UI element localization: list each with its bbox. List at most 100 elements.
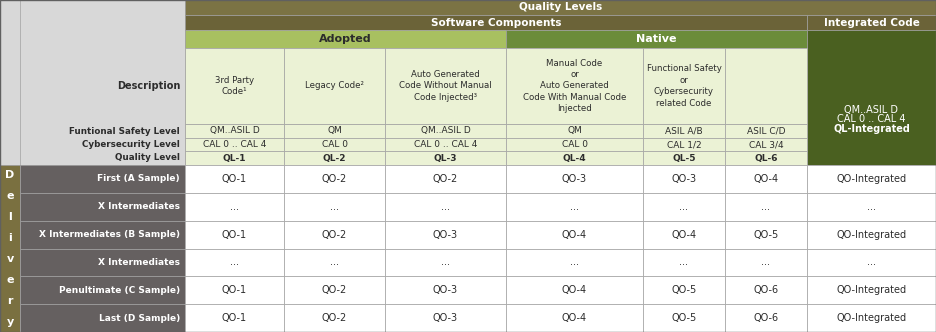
Text: QO-3: QO-3 — [562, 174, 587, 184]
Bar — [506, 151, 643, 165]
Text: QL-5: QL-5 — [672, 153, 695, 162]
Bar — [643, 276, 725, 304]
Text: QO-6: QO-6 — [753, 285, 779, 295]
Text: QO-4: QO-4 — [753, 174, 779, 184]
Text: 3rd Party
Code¹: 3rd Party Code¹ — [215, 76, 254, 96]
Text: QO-1: QO-1 — [222, 174, 247, 184]
Text: ASIL C/D: ASIL C/D — [747, 126, 785, 135]
Bar — [185, 48, 807, 124]
Text: QL-3: QL-3 — [433, 153, 458, 162]
Bar — [725, 304, 807, 332]
Bar — [284, 193, 385, 221]
Text: ...: ... — [230, 257, 239, 267]
Bar — [185, 138, 284, 151]
Text: QO-Integrated: QO-Integrated — [837, 230, 907, 240]
Bar — [385, 151, 506, 165]
Text: QM: QM — [327, 126, 342, 135]
Text: QO-4: QO-4 — [562, 285, 587, 295]
Bar — [0, 165, 20, 332]
Text: ...: ... — [330, 257, 339, 267]
Bar — [185, 48, 284, 124]
Text: QO-Integrated: QO-Integrated — [837, 174, 907, 184]
Text: QL-Integrated: QL-Integrated — [833, 124, 910, 133]
Bar — [185, 15, 807, 30]
Text: Quality Levels: Quality Levels — [519, 3, 602, 13]
Bar — [20, 304, 185, 332]
Bar — [385, 276, 506, 304]
Bar — [643, 221, 725, 248]
Text: ...: ... — [330, 202, 339, 212]
Bar — [725, 193, 807, 221]
Bar — [506, 304, 643, 332]
Bar — [284, 138, 385, 151]
Bar — [643, 304, 725, 332]
Text: QO-3: QO-3 — [433, 313, 458, 323]
Text: QM..ASIL D: QM..ASIL D — [844, 106, 899, 116]
Bar — [725, 124, 807, 138]
Text: e: e — [7, 275, 14, 285]
Bar — [725, 151, 807, 165]
Bar — [643, 248, 725, 276]
Bar — [807, 276, 936, 304]
Text: QO-1: QO-1 — [222, 313, 247, 323]
Bar — [643, 124, 725, 138]
Bar — [725, 221, 807, 248]
Text: QO-5: QO-5 — [753, 230, 779, 240]
Text: QO-3: QO-3 — [433, 230, 458, 240]
Bar — [643, 165, 725, 193]
Bar — [185, 124, 284, 138]
Bar — [506, 30, 807, 48]
Text: X Intermediates (B Sample): X Intermediates (B Sample) — [39, 230, 180, 239]
Text: Functional Safety
or
Cybersecurity
related Code: Functional Safety or Cybersecurity relat… — [647, 64, 722, 108]
Bar — [725, 138, 807, 151]
Bar — [185, 151, 284, 165]
Bar — [506, 193, 643, 221]
Bar — [807, 248, 936, 276]
Bar — [807, 304, 936, 332]
Text: ...: ... — [762, 202, 770, 212]
Bar — [20, 248, 185, 276]
Text: Manual Code
or
Auto Generated
Code With Manual Code
Injected: Manual Code or Auto Generated Code With … — [523, 59, 626, 114]
Text: ...: ... — [762, 257, 770, 267]
Text: QO-Integrated: QO-Integrated — [837, 313, 907, 323]
Bar — [0, 0, 185, 165]
Text: ...: ... — [230, 202, 239, 212]
Text: ...: ... — [441, 202, 450, 212]
Text: QO-6: QO-6 — [753, 313, 779, 323]
Bar — [643, 151, 725, 165]
Text: CAL 1/2: CAL 1/2 — [666, 140, 701, 149]
Bar — [20, 221, 185, 248]
Text: QL-1: QL-1 — [223, 153, 246, 162]
Text: X Intermediates: X Intermediates — [98, 202, 180, 211]
Bar — [284, 48, 385, 124]
Bar — [284, 304, 385, 332]
Text: Software Components: Software Components — [431, 18, 562, 28]
Bar — [284, 151, 385, 165]
Bar — [506, 221, 643, 248]
Bar — [385, 165, 506, 193]
Bar — [385, 193, 506, 221]
Text: QM..ASIL D: QM..ASIL D — [420, 126, 471, 135]
Text: ...: ... — [680, 202, 689, 212]
Bar — [284, 124, 385, 138]
Text: QO-2: QO-2 — [322, 230, 347, 240]
Text: r: r — [7, 296, 13, 306]
Text: QM: QM — [567, 126, 582, 135]
Text: X Intermediates: X Intermediates — [98, 258, 180, 267]
Bar — [185, 221, 284, 248]
Text: QO-3: QO-3 — [671, 174, 696, 184]
Text: Auto Generated
Code Without Manual
Code Injected³: Auto Generated Code Without Manual Code … — [399, 70, 491, 102]
Text: ...: ... — [867, 202, 876, 212]
Bar — [385, 124, 506, 138]
Text: QO-2: QO-2 — [322, 313, 347, 323]
Bar — [725, 48, 807, 124]
Text: v: v — [7, 254, 14, 264]
Bar — [185, 165, 284, 193]
Bar — [506, 165, 643, 193]
Text: QO-2: QO-2 — [432, 174, 458, 184]
Text: Native: Native — [636, 34, 677, 44]
Bar — [643, 138, 725, 151]
Bar — [185, 193, 284, 221]
Text: ...: ... — [570, 257, 579, 267]
Text: Description: Description — [117, 81, 180, 91]
